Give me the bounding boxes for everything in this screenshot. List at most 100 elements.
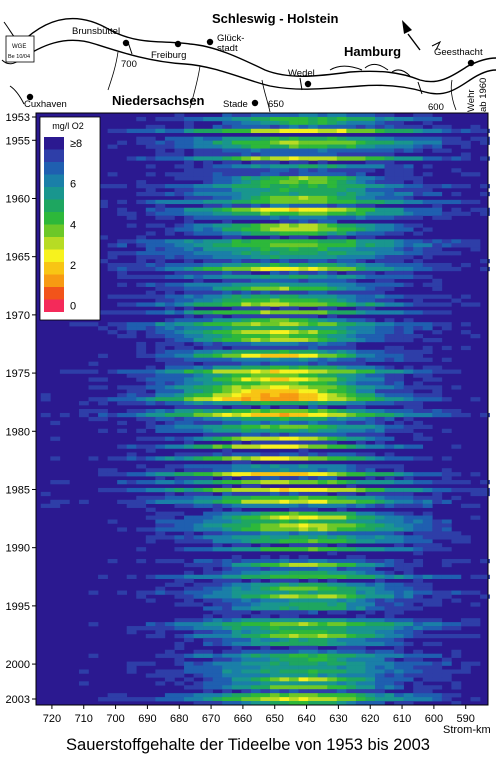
heatmap-cell <box>212 199 223 205</box>
heatmap-cell <box>231 598 242 603</box>
heatmap-cell <box>308 547 319 552</box>
heatmap-cell <box>403 412 414 418</box>
heatmap-cell <box>460 184 471 189</box>
heatmap-cell <box>375 365 385 370</box>
heatmap-cell <box>317 369 328 374</box>
heatmap-cell <box>375 199 385 205</box>
heatmap-cell <box>164 412 175 418</box>
heatmap-cell <box>231 622 242 627</box>
heatmap-cell <box>327 227 338 232</box>
heatmap-cell <box>174 424 185 430</box>
heatmap-cell <box>269 511 280 516</box>
heatmap-cell <box>451 207 462 212</box>
heatmap-cell <box>308 318 319 323</box>
heatmap-cell <box>413 420 424 426</box>
heatmap-cell <box>50 480 61 485</box>
heatmap-cell <box>365 661 376 666</box>
heatmap-cell <box>441 266 452 272</box>
heatmap-cell <box>355 582 366 587</box>
legend-swatch <box>44 162 64 175</box>
heatmap-cell <box>260 306 271 311</box>
heatmap-cell <box>250 495 261 501</box>
heatmap-cell <box>269 464 280 469</box>
heatmap-cell <box>394 353 404 358</box>
heatmap-cell <box>241 191 252 197</box>
heatmap-cell <box>308 345 319 351</box>
heatmap-cell <box>203 685 213 690</box>
heatmap-cell <box>222 184 233 189</box>
heatmap-cell <box>203 176 213 181</box>
heatmap-cell <box>298 294 309 299</box>
heatmap-cell <box>50 235 61 240</box>
heatmap-cell <box>346 645 357 651</box>
heatmap-cell <box>413 480 424 485</box>
heatmap-cell <box>279 515 290 520</box>
heatmap-cell <box>384 152 395 157</box>
heatmap-cell <box>222 282 233 287</box>
heatmap-cell <box>327 657 338 662</box>
heatmap-cell <box>460 412 471 418</box>
heatmap-cell <box>174 184 185 189</box>
heatmap-cell <box>460 243 471 248</box>
heatmap-cell <box>327 637 338 643</box>
heatmap-cell <box>260 128 271 134</box>
heatmap-cell <box>365 590 376 595</box>
heatmap-cell <box>289 491 299 497</box>
heatmap-cell <box>269 487 280 493</box>
heatmap-cell <box>222 519 233 524</box>
heatmap-cell <box>346 665 357 670</box>
y-tick-label: 1970 <box>6 310 30 322</box>
heatmap-cell <box>317 195 328 201</box>
heatmap-cell <box>155 377 166 382</box>
heatmap-cell <box>394 499 404 505</box>
heatmap-cell <box>289 535 299 540</box>
heatmap-cell <box>203 330 213 335</box>
heatmap-cell <box>222 416 233 422</box>
heatmap-cell <box>451 298 462 303</box>
heatmap-cell <box>222 349 233 355</box>
km-600: 600 <box>428 102 444 112</box>
heatmap-cell <box>145 262 156 268</box>
heatmap-cell <box>289 665 299 670</box>
heatmap-cell <box>317 499 328 505</box>
heatmap-cell <box>422 626 433 631</box>
heatmap-cell <box>403 215 414 220</box>
heatmap-cell <box>222 570 233 576</box>
heatmap-cell <box>231 487 242 493</box>
heatmap-cell <box>413 689 424 694</box>
heatmap-cell <box>145 282 156 287</box>
heatmap-cell <box>260 136 271 141</box>
heatmap-cell <box>222 626 233 631</box>
heatmap-cell <box>308 365 319 370</box>
heatmap-cell <box>231 116 242 122</box>
heatmap-cell <box>394 653 404 658</box>
heatmap-cell <box>460 535 471 540</box>
heatmap-cell <box>375 416 385 422</box>
heatmap-cell <box>384 633 395 639</box>
heatmap-cell <box>231 168 242 173</box>
heatmap-cell <box>269 452 280 457</box>
heatmap-cell <box>441 547 452 552</box>
heatmap-cell <box>269 231 280 236</box>
heatmap-cell <box>78 669 89 674</box>
heatmap-cell <box>441 657 452 662</box>
heatmap-cell <box>222 547 233 552</box>
heatmap-cell <box>422 412 433 418</box>
heatmap-cell <box>308 689 319 694</box>
heatmap-cell <box>365 669 376 674</box>
heatmap-cell <box>327 310 338 315</box>
heatmap-cell <box>193 385 204 390</box>
heatmap-cell <box>231 701 242 706</box>
heatmap-cell <box>279 152 290 157</box>
heatmap-cell <box>317 176 328 181</box>
heatmap-cell <box>107 255 118 260</box>
heatmap-cell <box>117 262 128 268</box>
heatmap-cell <box>384 389 395 394</box>
heatmap-cell <box>394 618 404 623</box>
heatmap-cell <box>250 523 261 528</box>
heatmap-cell <box>126 385 137 390</box>
heatmap-cell <box>260 164 271 169</box>
heatmap-cell <box>184 247 194 252</box>
heatmap-cell <box>480 259 490 264</box>
heatmap-cell <box>317 606 328 611</box>
